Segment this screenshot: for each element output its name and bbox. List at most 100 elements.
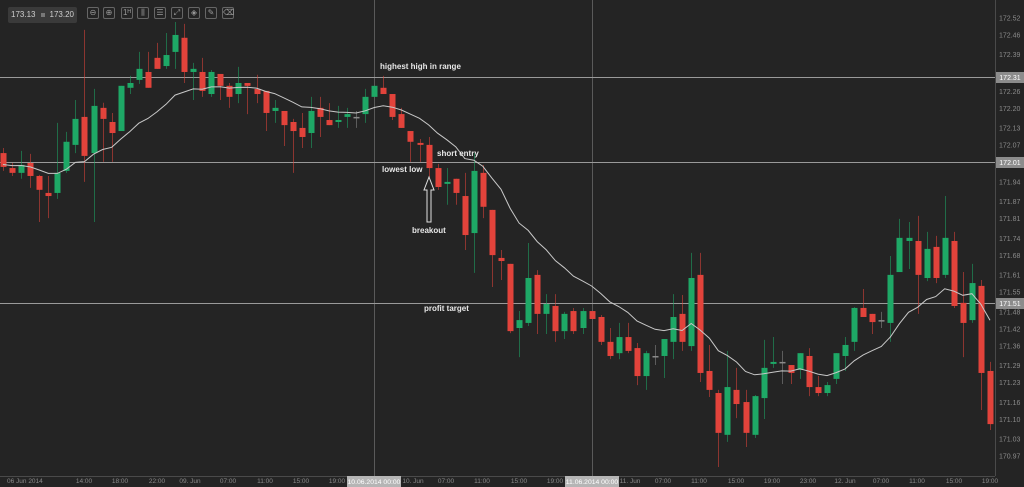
- candle-body: [226, 85, 233, 97]
- draw-icon[interactable]: ✎: [205, 7, 217, 19]
- price-tick-label: 171.81: [999, 216, 1021, 223]
- time-tick-label: 15:00: [511, 478, 528, 485]
- candle-body: [145, 71, 152, 88]
- price-tick-label: 171.87: [999, 199, 1021, 206]
- candle-body: [770, 361, 777, 364]
- price-tick-label: 171.16: [999, 400, 1021, 407]
- zoom-out-icon[interactable]: ⊖: [87, 7, 99, 19]
- candle-body: [860, 307, 867, 317]
- timeframe-icon[interactable]: 1ᴴ: [121, 7, 133, 19]
- candle-body: [335, 120, 342, 122]
- price-tick-label: 171.10: [999, 417, 1021, 424]
- time-tick-label: 07:00: [655, 478, 672, 485]
- level-price-label: 172.31: [999, 75, 1021, 82]
- time-tick-label: 07:00: [873, 478, 890, 485]
- crosshair-time-box: [565, 476, 619, 487]
- candle-body: [244, 82, 251, 86]
- indicators-icon[interactable]: ☰: [154, 7, 166, 19]
- candle-body: [951, 240, 958, 306]
- candle-body: [896, 237, 903, 273]
- time-tick-label: 22:00: [149, 478, 166, 485]
- price-tick-label: 172.13: [999, 126, 1021, 133]
- candle-body: [235, 82, 242, 95]
- price-tick-label: 171.48: [999, 309, 1021, 316]
- price-tick-label: 171.03: [999, 437, 1021, 444]
- time-tick-label: 19:00: [982, 478, 999, 485]
- price-tick-label: 171.68: [999, 253, 1021, 260]
- price-tick-label: 171.42: [999, 326, 1021, 333]
- annotation-short-entry: short entry: [437, 149, 479, 158]
- candle-body: [589, 311, 596, 319]
- eraser-icon[interactable]: ⌫: [222, 7, 235, 19]
- candle-body: [317, 107, 324, 117]
- candle-body: [163, 55, 170, 67]
- candle-body: [462, 196, 469, 236]
- candle-body: [181, 37, 188, 72]
- candle-body: [878, 320, 885, 322]
- time-tick-label: 11. Jun: [620, 478, 641, 485]
- candle-body: [724, 387, 731, 435]
- time-tick-label: 23:00: [800, 478, 817, 485]
- time-tick-label: 11:00: [474, 478, 490, 485]
- candle-body: [272, 107, 279, 111]
- candle-body: [815, 387, 822, 394]
- candle-body: [54, 172, 61, 193]
- candle-body: [9, 168, 16, 173]
- candle-body: [598, 316, 605, 342]
- time-tick-label: 19:00: [547, 478, 564, 485]
- candle-body: [172, 34, 179, 52]
- time-tick-label: 11:00: [909, 478, 925, 485]
- bid-ask-box[interactable]: 173.13 173.20: [8, 6, 77, 23]
- candle-body: [924, 248, 931, 278]
- candle-body: [652, 355, 659, 358]
- time-tick-label: 07:00: [220, 478, 237, 485]
- time-tick-label: 11:00: [257, 478, 273, 485]
- breakout-arrow-icon: [423, 175, 435, 223]
- zoom-in-icon[interactable]: ⊕: [103, 7, 115, 19]
- candle-body: [607, 341, 614, 356]
- candle-body: [842, 344, 849, 356]
- candle-body: [18, 164, 25, 173]
- candle-body: [670, 316, 677, 342]
- objects-icon[interactable]: ◈: [188, 7, 200, 19]
- candle-body: [498, 257, 505, 262]
- level-price-box: [996, 298, 1024, 309]
- crosshair-time-box: [347, 476, 401, 487]
- candle-body: [417, 142, 424, 145]
- time-tick-label: 15:00: [946, 478, 963, 485]
- candle-body: [389, 94, 396, 117]
- moving-average-line: [2, 86, 991, 377]
- price-tick-label: 170.97: [999, 454, 1021, 461]
- candle-body: [625, 337, 632, 351]
- candle-body: [933, 246, 940, 278]
- level-price-box: [996, 72, 1024, 83]
- time-tick-label: 15:00: [293, 478, 310, 485]
- candle-body: [552, 305, 559, 332]
- candle-body: [190, 68, 197, 72]
- candle-body: [516, 320, 523, 329]
- template-icon[interactable]: ⤢: [171, 7, 183, 19]
- chart-type-icon[interactable]: ⫼: [137, 7, 149, 19]
- crosshair-time-label: 10.06.2014 00:00: [348, 479, 401, 486]
- candle-body: [833, 353, 840, 379]
- candle-body: [36, 175, 43, 190]
- price-tick-label: 171.55: [999, 290, 1021, 297]
- candle-body: [380, 87, 387, 95]
- price-tick-label: 172.46: [999, 32, 1021, 39]
- time-tick-label: 11:00: [691, 478, 707, 485]
- candle-body: [344, 114, 351, 117]
- price-tick-label: 172.20: [999, 106, 1021, 113]
- toolbar: 173.13 173.20: [8, 6, 77, 23]
- candle-body: [290, 121, 297, 132]
- candle-body: [960, 302, 967, 323]
- ask-price: 173.20: [49, 10, 74, 19]
- time-tick-label: 09. Jun: [179, 478, 201, 485]
- candle-body: [661, 339, 668, 356]
- price-tick-label: 171.29: [999, 363, 1021, 370]
- level-price-label: 171.51: [999, 301, 1021, 308]
- candle-body: [788, 365, 795, 373]
- candle-body: [109, 121, 116, 134]
- candle-body: [45, 192, 52, 197]
